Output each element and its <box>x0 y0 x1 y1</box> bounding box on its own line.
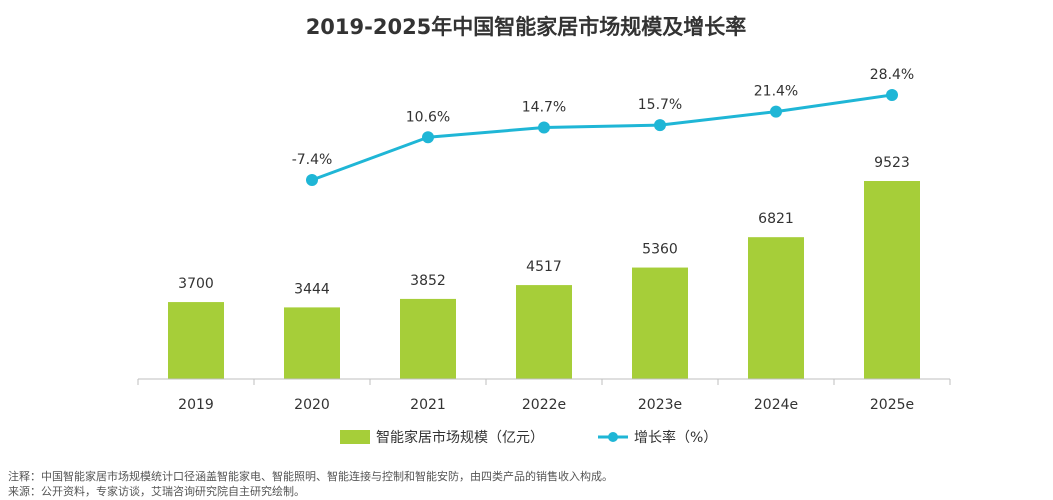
bar-value-label-2022e: 4517 <box>526 259 562 275</box>
growth-label-2024e: 21.4% <box>754 84 798 100</box>
axis-layer <box>137 378 951 385</box>
x-tick-label-2020: 2020 <box>294 397 330 413</box>
growth-label-2021: 10.6% <box>406 109 450 125</box>
bar-value-label-2020: 3444 <box>294 281 330 297</box>
growth-point-2023e <box>654 119 666 132</box>
footnote: 注释：中国智能家居市场规模统计口径涵盖智能家电、智能照明、智能连接与控制和智能安… <box>8 469 613 483</box>
chart-title: 2019-2025年中国智能家居市场规模及增长率 <box>306 15 747 39</box>
growth-rate-line <box>311 93 893 182</box>
growth-label-2025e: 28.4% <box>870 67 914 83</box>
x-tick-label-2025e: 2025e <box>870 397 914 413</box>
x-tick-label-2022e: 2022e <box>522 397 566 413</box>
bar-value-label-2024e: 6821 <box>758 211 794 227</box>
bar-2023e <box>632 267 688 379</box>
bar-value-label-2021: 3852 <box>410 273 446 289</box>
bar-value-label-2025e: 9523 <box>874 155 910 171</box>
bar-2022e <box>516 285 572 379</box>
bar-value-label-2019: 3700 <box>178 276 214 292</box>
bars-layer <box>168 181 920 379</box>
growth-label-2020: -7.4% <box>292 152 333 168</box>
growth-label-2023e: 15.7% <box>638 97 682 113</box>
legend-line-label: 增长率（%） <box>634 429 717 446</box>
growth-label-2022e: 14.7% <box>522 100 566 116</box>
growth-point-2022e <box>538 121 550 134</box>
bar-2019 <box>168 302 224 379</box>
bar-2025e <box>864 181 920 379</box>
growth-point-2021 <box>422 131 434 144</box>
source-note: 来源：公开资料，专家访谈，艾瑞咨询研究院自主研究绘制。 <box>8 484 305 498</box>
line-layer <box>306 89 898 186</box>
x-tick-label-2023e: 2023e <box>638 397 682 413</box>
bar-2020 <box>284 307 340 379</box>
growth-point-2025e <box>886 89 898 101</box>
legend-bar-label: 智能家居市场规模（亿元） <box>376 429 544 446</box>
growth-point-2020 <box>306 174 318 186</box>
labels-layer: 3700 3444 3852 4517 5360 6821 9523 2019 2020 2021… <box>178 67 914 413</box>
legend-line-marker <box>608 432 618 442</box>
bar-2021 <box>400 298 456 379</box>
x-tick-label-2024e: 2024e <box>754 397 798 413</box>
x-tick-label-2021: 2021 <box>410 397 446 413</box>
bar-2024e <box>748 237 804 379</box>
bar-value-label-2023e: 5360 <box>642 242 678 258</box>
legend: 智能家居市场规模（亿元） 增长率（%） <box>340 429 717 446</box>
legend-bar-swatch <box>340 430 370 444</box>
x-tick-label-2019: 2019 <box>178 397 214 413</box>
growth-point-2024e <box>770 105 782 118</box>
